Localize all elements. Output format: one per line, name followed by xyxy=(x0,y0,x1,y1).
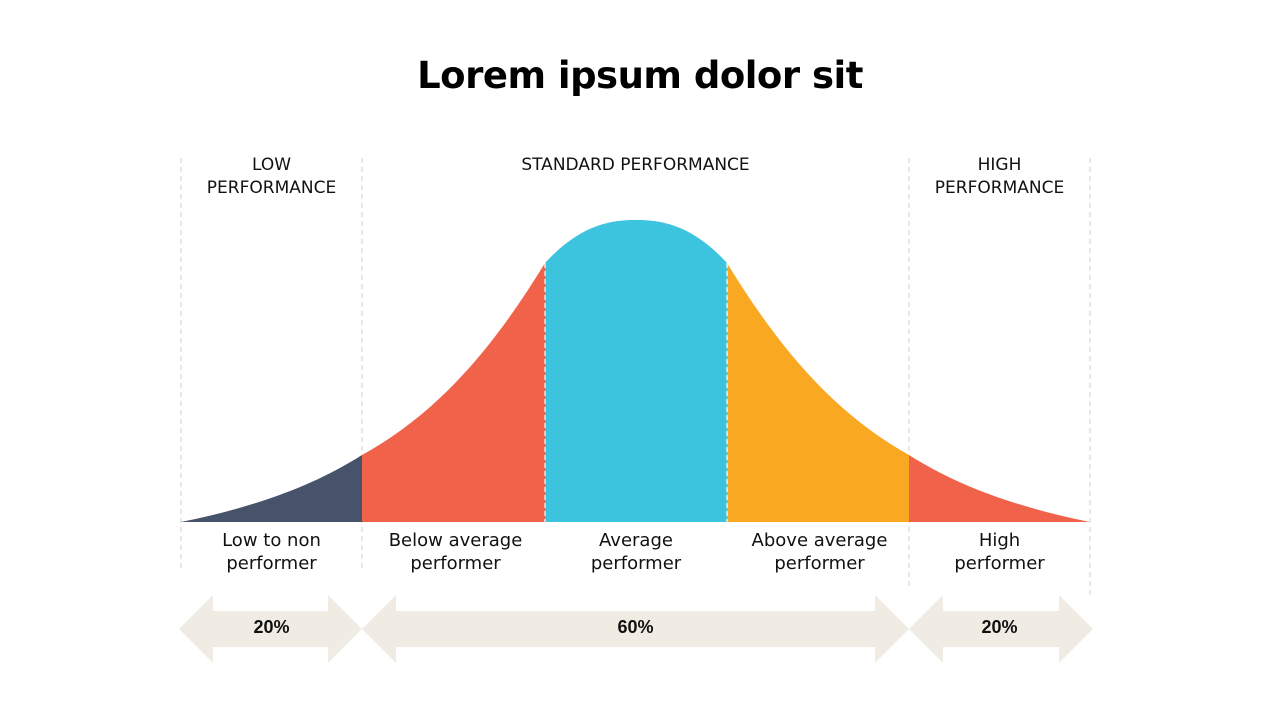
segment-label-line: performer xyxy=(590,553,682,574)
arrow-low xyxy=(179,595,362,663)
segment-high xyxy=(909,455,1090,522)
band-label-standard-text: STANDARD PERFORMANCE xyxy=(521,155,750,175)
band-label-high: HIGH PERFORMANCE xyxy=(909,154,1090,200)
segment-label-line: performer xyxy=(410,553,501,574)
segment-label-line: performer xyxy=(226,553,317,574)
arrow-high xyxy=(909,595,1093,663)
segment-separators xyxy=(544,263,728,522)
segment-below-average xyxy=(362,263,545,522)
segment-above-average xyxy=(727,263,909,522)
arrow-high-label: 20% xyxy=(981,617,1018,637)
segment-average xyxy=(545,220,727,522)
page-title: Lorem ipsum dolor sit xyxy=(417,54,863,97)
arrow-standard xyxy=(362,595,909,663)
segment-label-line: Average xyxy=(599,530,673,551)
segment-label-average: Average performer xyxy=(545,529,727,575)
band-label-high-text: HIGH PERFORMANCE xyxy=(934,155,1065,198)
segment-label-line: performer xyxy=(774,553,865,574)
band-label-standard: STANDARD PERFORMANCE xyxy=(362,154,909,177)
segment-label-line: Above average xyxy=(751,530,888,551)
band-label-low-text: LOW PERFORMANCE xyxy=(206,155,337,198)
segment-label-high: High performer xyxy=(909,529,1090,575)
arrow-standard-label: 60% xyxy=(617,617,654,637)
segment-label-low-to-non: Low to non performer xyxy=(181,529,362,575)
segment-low-to-non xyxy=(181,455,362,522)
segment-label-below-average: Below average performer xyxy=(362,529,549,575)
segment-label-line: Below average xyxy=(388,530,523,551)
segment-label-above-average: Above average performer xyxy=(727,529,912,575)
segment-label-line: High xyxy=(978,530,1021,551)
arrow-low-label: 20% xyxy=(253,617,290,637)
segment-label-line: Low to non xyxy=(222,530,321,551)
segment-label-line: performer xyxy=(954,553,1045,574)
band-label-low: LOW PERFORMANCE xyxy=(181,154,362,200)
